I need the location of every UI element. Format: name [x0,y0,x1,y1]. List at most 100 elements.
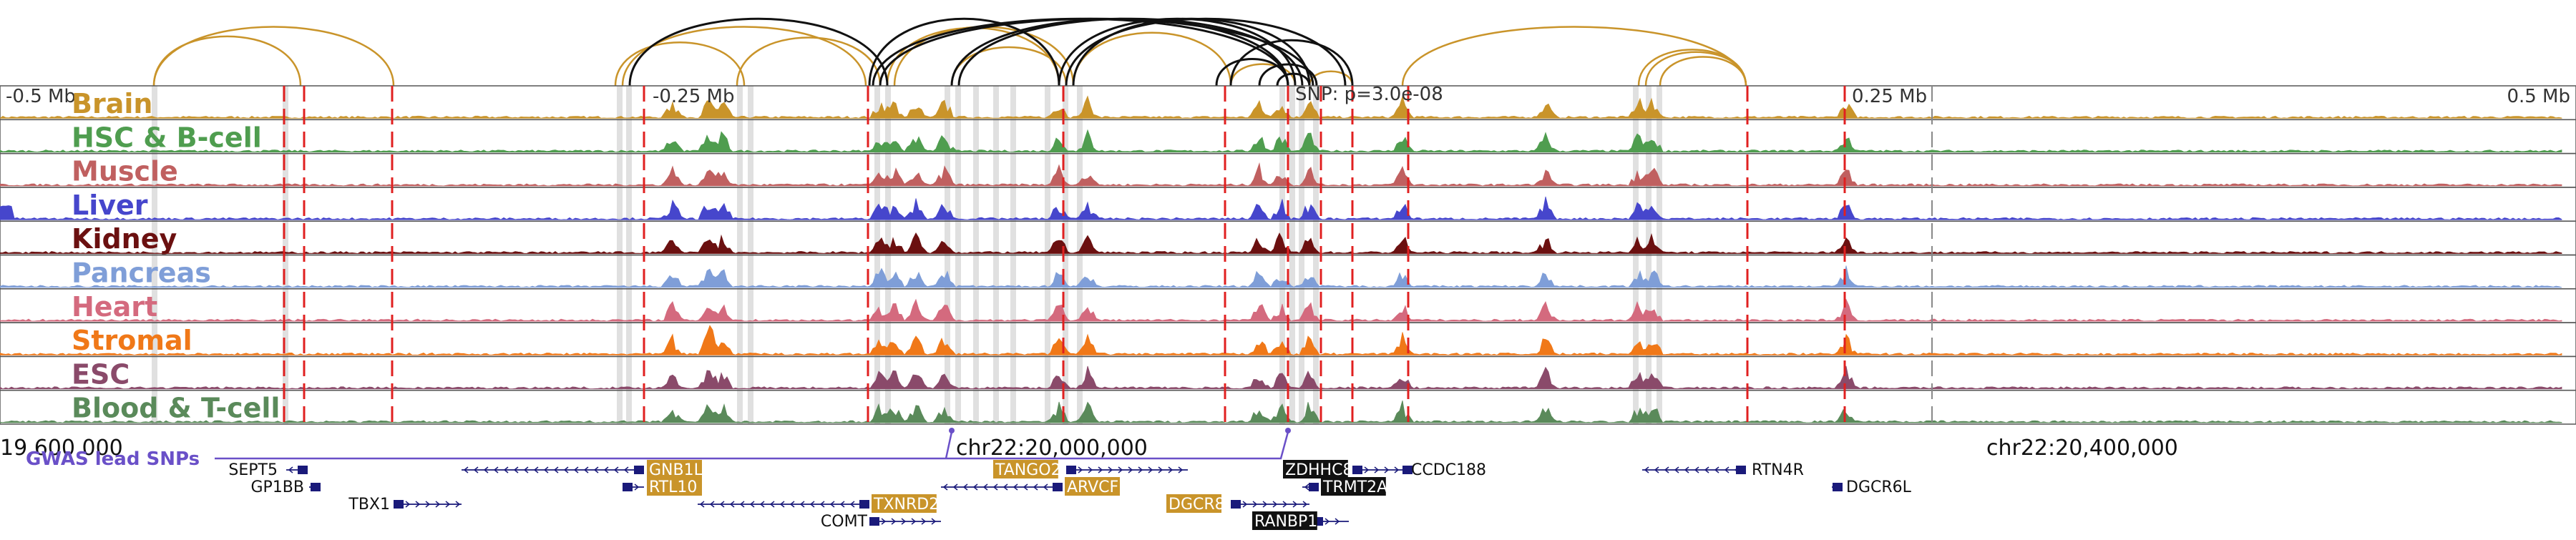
gene-highlight-box [1283,460,1348,478]
strand-arrow [425,501,431,508]
gene-exon [859,500,869,509]
gene-label: COMT [821,513,868,531]
gwas-connector [215,431,1289,460]
gene-exon [1736,466,1746,474]
strand-arrow [1674,466,1679,473]
strand-arrow [1704,466,1709,473]
track-label: Pancreas [72,257,211,289]
coord-center: chr22:20,000,000 [956,436,1148,461]
strand-arrow [533,466,539,473]
coordinate-axis: 19,600,000 chr22:20,000,000 chr22:20,400… [0,436,2178,461]
gene-exon [1309,483,1319,491]
strand-arrow [1664,466,1669,473]
gene-label: DGCR8 [1169,496,1225,514]
loop-arc [152,26,395,87]
loop-arc [1659,56,1747,87]
strand-arrow [513,466,519,473]
strand-arrow [809,501,815,508]
strand-arrow [634,483,640,491]
gene-label: RTL10 [649,478,697,496]
strand-arrow [839,501,845,508]
loop-arc [1308,70,1354,87]
strand-arrow [1108,466,1113,473]
strand-arrow [962,483,968,491]
strand-arrow [1364,466,1370,473]
strand-arrow [1304,483,1309,491]
strand-arrow [1252,501,1258,508]
loop-arc [1072,17,1311,87]
track-label: Muscle [72,156,178,187]
strand-arrow [1178,466,1184,473]
loop-arc [868,17,1060,87]
ruler-left-label: -0.5 Mb [6,86,76,107]
gene-label: SEPT5 [228,461,278,479]
strand-arrow [1324,518,1330,525]
strand-arrow [881,518,887,525]
gwas-track: GWAS lead SNPs [26,428,1291,470]
gwas-marker [1285,428,1291,433]
strand-arrow [739,501,745,508]
gene-highlight-box [1252,511,1317,530]
gene-label: RTN4R [1752,461,1804,479]
gene-tbx1: TBX1 [348,496,462,514]
strand-arrow [415,501,421,508]
loop-arc [950,17,1289,87]
ruler-mid-left-label: -0.25 Mb [653,86,734,107]
track-label: Stromal [72,325,192,356]
gene-highlight-box [1166,494,1221,513]
strand-arrow [1282,501,1288,508]
strand-arrow [1272,501,1278,508]
strand-arrow [623,466,629,473]
gene-exon [1231,500,1241,509]
gene-dgcr8: DGCR8 [1166,494,1309,514]
gene-gp1bb: GP1BB [251,478,321,496]
strand-arrow [992,483,998,491]
loop-arcs [152,17,1747,87]
strand-arrow [921,518,927,525]
coord-right: chr22:20,400,000 [1986,436,2178,461]
ruler-right-label: 0.5 Mb [2507,86,2570,107]
gene-label: ZDHHC8 [1285,461,1352,479]
strand-arrow [1694,466,1699,473]
strand-arrow [603,466,609,473]
gene-exon [1402,466,1413,474]
gene-tango2: TANGO2 [993,460,1188,479]
loop-arc [614,41,746,87]
strand-arrow [829,501,835,508]
strand-arrow [455,501,461,508]
loop-arc [1258,63,1318,87]
gene-comt: COMT [821,513,941,531]
snp-lines [283,86,1933,424]
gene-trmt2a: TRMT2A [1302,477,1387,496]
gwas-label: GWAS lead SNPs [26,448,200,470]
gene-label: GP1BB [251,478,305,496]
gene-sept5: SEPT5 [228,461,308,479]
gene-zdhhc8: ZDHHC8 [1283,460,1402,479]
gene-exon [623,483,633,491]
loop-arc [1229,39,1354,87]
gene-label: ARVCF [1067,478,1118,496]
loop-arc [1229,63,1297,87]
strand-arrow [1394,466,1400,473]
strand-arrow [719,501,725,508]
gene-highlight-box [1321,477,1386,496]
strand-arrow [749,501,755,508]
strand-arrow [1148,466,1153,473]
strand-arrow [1374,466,1380,473]
strand-arrow [1684,466,1689,473]
strand-arrow [1118,466,1123,473]
gene-highlight-box [647,477,702,496]
strand-arrow [503,466,509,473]
strand-arrow [1654,466,1659,473]
strand-arrow [435,501,441,508]
track-label: Brain [72,88,152,119]
loop-arc [1637,49,1747,87]
strand-arrow [563,466,569,473]
loop-arc [1401,26,1747,87]
gene-exon [1053,483,1063,491]
strand-arrow [1644,466,1649,473]
signal-track [0,232,2562,254]
strand-arrow [445,501,451,508]
strand-arrow [1002,483,1008,491]
